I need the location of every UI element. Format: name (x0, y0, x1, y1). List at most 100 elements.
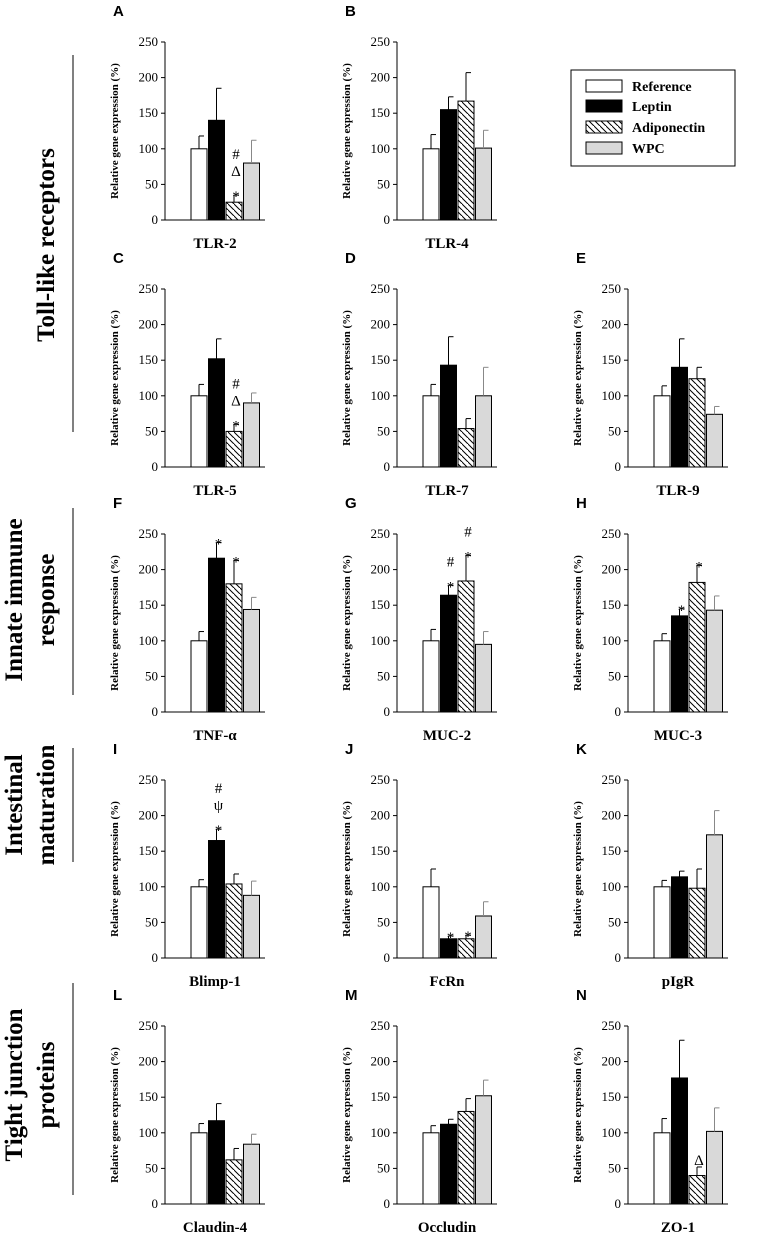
bar-i-adiponectin (225, 883, 243, 959)
y-tick-label-e-150: 150 (602, 352, 622, 367)
bar-n-wpc (706, 1130, 723, 1205)
panel-title-d: TLR-7 (425, 483, 469, 499)
section-label-toll: Toll-like receptors (33, 148, 60, 342)
y-axis-label-i: Relative gene expression (%) (109, 801, 121, 937)
section-label-innate-2: response (33, 554, 60, 647)
y-tick-label-a-150: 150 (139, 105, 159, 120)
panels: A 0 50 100 150 200 250 Relative gene expression… (109, 3, 728, 1236)
bar-a-leptin (208, 119, 225, 221)
y-tick-label-i-150: 150 (139, 843, 159, 858)
y-tick-label-l-0: 0 (152, 1196, 159, 1211)
section-label-tight-2: proteins (33, 1041, 60, 1128)
bar-e-adiponectin (688, 378, 706, 468)
y-tick-label-b-100: 100 (371, 141, 391, 156)
bar-n-reference (653, 1132, 671, 1205)
panel-letter-j: J (345, 741, 353, 758)
bar-f-wpc (243, 608, 260, 713)
y-tick-label-h-50: 50 (608, 668, 621, 683)
y-tick-label-m-100: 100 (371, 1125, 391, 1140)
y-tick-label-i-50: 50 (145, 914, 158, 929)
y-tick-label-a-200: 200 (139, 70, 159, 85)
bar-b-wpc (475, 147, 492, 221)
y-tick-label-l-100: 100 (139, 1125, 159, 1140)
y-tick-label-f-100: 100 (139, 633, 159, 648)
y-tick-label-f-250: 250 (139, 526, 159, 541)
bar-m-reference (422, 1132, 440, 1205)
y-tick-label-i-250: 250 (139, 772, 159, 787)
legend-swatch-adiponectin (585, 120, 623, 134)
sig-marker-a-0-1: Δ (231, 164, 241, 180)
panel-c: C 0 50 100 150 200 250 Relative gene expression… (109, 250, 265, 499)
legend-label-reference: Reference (632, 80, 692, 95)
panel-n: N 0 50 100 150 200 250 Relative gene expression… (572, 987, 728, 1236)
panel-letter-l: L (113, 987, 122, 1004)
bar-i-leptin (208, 840, 225, 959)
panel-letter-a: A (113, 3, 124, 20)
y-axis-label-j: Relative gene expression (%) (341, 801, 353, 937)
sig-marker-f-0-0: * (215, 537, 223, 553)
bar-l-reference (190, 1132, 208, 1205)
bar-m-adiponectin (457, 1110, 475, 1205)
bar-g-adiponectin (457, 580, 475, 713)
bar-l-adiponectin (225, 1159, 243, 1205)
panel-title-g: MUC-2 (423, 728, 471, 744)
sig-marker-g-1-0: # (464, 524, 472, 540)
bar-h-adiponectin (688, 581, 706, 713)
y-axis-label-a: Relative gene expression (%) (109, 63, 121, 199)
bar-f-leptin (208, 557, 225, 713)
panel-letter-b: B (345, 3, 356, 20)
panel-title-a: TLR-2 (193, 236, 236, 252)
y-tick-label-i-200: 200 (139, 808, 159, 823)
panel-e: E 0 50 100 150 200 250 Relative gene expression… (572, 250, 728, 499)
sig-marker-c-0-0: # (232, 376, 240, 392)
y-tick-label-b-150: 150 (371, 105, 391, 120)
y-tick-label-h-0: 0 (615, 704, 622, 719)
y-tick-label-h-150: 150 (602, 597, 622, 612)
y-tick-label-b-200: 200 (371, 70, 391, 85)
y-axis-label-c: Relative gene expression (%) (109, 310, 121, 446)
bar-i-reference (190, 886, 208, 959)
sig-marker-c-0-1: Δ (231, 393, 241, 409)
panel-title-f: TNF-α (193, 728, 237, 744)
y-axis-label-l: Relative gene expression (%) (109, 1047, 121, 1183)
bar-c-wpc (243, 402, 260, 468)
panel-letter-i: I (113, 741, 117, 758)
legend-swatch-reference (585, 79, 623, 93)
y-tick-label-c-250: 250 (139, 281, 159, 296)
y-tick-label-n-200: 200 (602, 1054, 622, 1069)
sig-marker-h-1-0: * (695, 559, 703, 575)
y-axis-label-m: Relative gene expression (%) (341, 1047, 353, 1183)
legend-swatch-leptin (585, 99, 623, 113)
panel-f: F 0 50 100 150 200 250 Relative gene expression… (109, 495, 265, 744)
bar-a-wpc (243, 162, 260, 221)
section-label-innate-1: Innate immune (1, 518, 28, 681)
y-tick-label-d-200: 200 (371, 317, 391, 332)
panel-letter-n: N (576, 987, 587, 1004)
y-tick-label-f-0: 0 (152, 704, 159, 719)
y-tick-label-f-200: 200 (139, 562, 159, 577)
panel-b: B 0 50 100 150 200 250 Relative gene expression… (341, 3, 497, 252)
bar-f-reference (190, 640, 208, 713)
y-tick-label-g-50: 50 (377, 668, 390, 683)
panel-title-h: MUC-3 (654, 728, 702, 744)
legend: Reference Leptin Adiponectin WPC (570, 69, 736, 167)
bar-c-leptin (208, 358, 225, 468)
y-tick-label-h-250: 250 (602, 526, 622, 541)
bar-j-reference (422, 886, 440, 959)
bar-a-reference (190, 148, 208, 221)
y-tick-label-c-200: 200 (139, 317, 159, 332)
panel-title-b: TLR-4 (425, 236, 469, 252)
y-tick-label-f-150: 150 (139, 597, 159, 612)
panel-letter-m: M (345, 987, 358, 1004)
bar-h-reference (653, 640, 671, 713)
bar-h-leptin (671, 615, 688, 713)
bar-d-wpc (475, 395, 492, 468)
bar-g-leptin (440, 594, 457, 713)
y-tick-label-e-0: 0 (615, 459, 622, 474)
panel-h: H 0 50 100 150 200 250 Relative gene expression… (572, 495, 728, 744)
y-tick-label-l-250: 250 (139, 1018, 159, 1033)
panel-letter-g: G (345, 495, 357, 512)
y-tick-label-g-100: 100 (371, 633, 391, 648)
sig-marker-f-1-0: * (232, 554, 240, 570)
y-tick-label-g-250: 250 (371, 526, 391, 541)
